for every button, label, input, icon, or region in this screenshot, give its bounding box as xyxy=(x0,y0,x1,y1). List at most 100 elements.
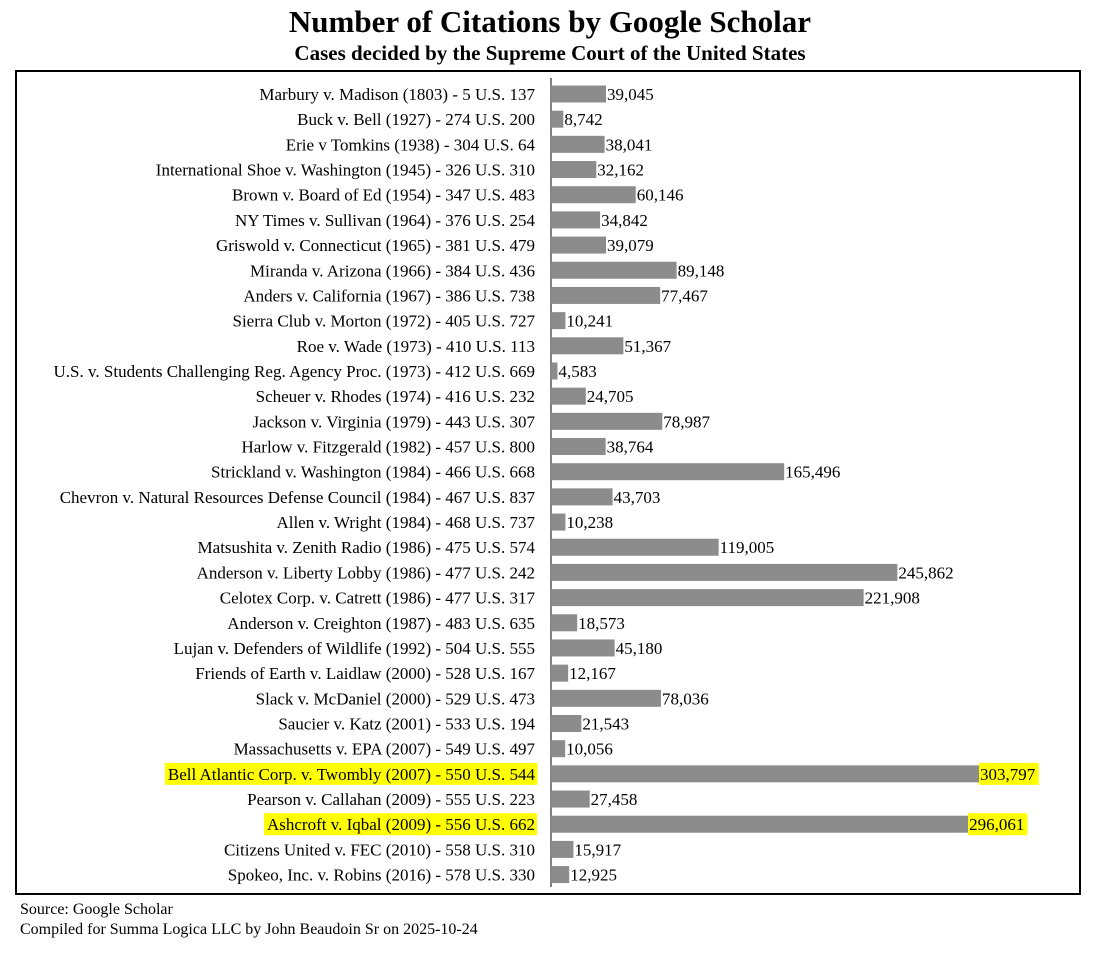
category-label: Celotex Corp. v. Catrett (1986) - 477 U.… xyxy=(220,589,536,608)
bar xyxy=(551,286,661,304)
value-label: 18,573 xyxy=(578,614,625,633)
value-label: 39,045 xyxy=(607,85,654,104)
category-highlight xyxy=(164,762,538,785)
category-label: Saucier v. Katz (2001) - 533 U.S. 194 xyxy=(278,715,535,734)
bar xyxy=(551,337,624,355)
bar xyxy=(551,463,785,481)
bar xyxy=(551,840,574,858)
source-note: Source: Google Scholar xyxy=(20,901,173,918)
bar xyxy=(551,513,566,531)
value-label: 10,238 xyxy=(566,513,613,532)
category-label: Scheuer v. Rhodes (1974) - 416 U.S. 232 xyxy=(256,387,535,406)
value-label: 12,167 xyxy=(569,664,616,683)
category-label: Jackson v. Virginia (1979) - 443 U.S. 30… xyxy=(253,412,536,431)
bar xyxy=(551,135,605,153)
bar xyxy=(551,563,898,581)
bar xyxy=(551,438,606,456)
value-label: 34,842 xyxy=(601,211,648,230)
bar xyxy=(551,765,979,783)
value-label: 51,367 xyxy=(624,337,671,356)
value-label: 38,764 xyxy=(607,438,654,457)
value-label: 4,583 xyxy=(558,362,596,381)
category-label: Griswold v. Connecticut (1965) - 381 U.S… xyxy=(216,236,535,255)
value-label: 15,917 xyxy=(574,840,621,859)
value-label: 245,862 xyxy=(898,563,953,582)
category-label: NY Times v. Sullivan (1964) - 376 U.S. 2… xyxy=(235,211,536,230)
bar xyxy=(551,488,613,506)
value-label: 78,036 xyxy=(662,689,709,708)
bar-chart: Marbury v. Madison (1803) - 5 U.S. 137 39… xyxy=(54,78,1039,887)
bar xyxy=(551,312,566,330)
bar xyxy=(551,412,663,430)
bar xyxy=(551,740,566,758)
value-highlight xyxy=(968,813,1028,836)
value-label: 43,703 xyxy=(614,488,661,507)
bar xyxy=(551,790,590,808)
category-label: Brown v. Board of Ed (1954) - 347 U.S. 4… xyxy=(232,186,535,205)
value-label: 45,180 xyxy=(616,639,663,658)
category-label: Anderson v. Liberty Lobby (1986) - 477 U… xyxy=(197,563,535,582)
category-label: Roe v. Wade (1973) - 410 U.S. 113 xyxy=(297,337,535,356)
value-label: 165,496 xyxy=(785,463,840,482)
category-label: Chevron v. Natural Resources Defense Cou… xyxy=(60,488,536,507)
value-label: 296,061 xyxy=(969,815,1024,834)
value-label: 119,005 xyxy=(720,538,775,557)
value-label: 10,056 xyxy=(566,740,613,759)
value-label: 38,041 xyxy=(606,135,653,154)
bar xyxy=(551,614,578,632)
bar xyxy=(551,85,607,103)
bar xyxy=(551,715,582,732)
value-label: 12,925 xyxy=(570,866,617,885)
value-label: 39,079 xyxy=(607,236,654,255)
category-label: Pearson v. Callahan (2009) - 555 U.S. 22… xyxy=(247,790,535,809)
value-label: 60,146 xyxy=(637,186,684,205)
value-label: 221,908 xyxy=(865,589,920,608)
bar xyxy=(551,664,569,682)
value-label: 21,543 xyxy=(582,715,629,734)
value-label: 77,467 xyxy=(661,286,708,305)
bar xyxy=(551,110,564,128)
value-label: 32,162 xyxy=(597,161,644,180)
chart-subtitle: Cases decided by the Supreme Court of th… xyxy=(294,41,806,65)
category-label: Miranda v. Arizona (1966) - 384 U.S. 436 xyxy=(250,261,535,280)
chart-title: Number of Citations by Google Scholar xyxy=(288,4,812,39)
category-highlight xyxy=(263,813,537,836)
bar xyxy=(551,639,615,657)
category-label: Ashcroft v. Iqbal (2009) - 556 U.S. 662 xyxy=(267,815,535,834)
bar xyxy=(551,261,677,279)
category-label: Marbury v. Madison (1803) - 5 U.S. 137 xyxy=(259,85,535,104)
category-label: Buck v. Bell (1927) - 274 U.S. 200 xyxy=(297,110,535,129)
chart-frame: Marbury v. Madison (1803) - 5 U.S. 137 39… xyxy=(15,70,1081,895)
category-label: Strickland v. Washington (1984) - 466 U.… xyxy=(211,463,535,482)
bar xyxy=(551,161,597,179)
category-label: Harlow v. Fitzgerald (1982) - 457 U.S. 8… xyxy=(241,438,535,457)
category-label: Friends of Earth v. Laidlaw (2000) - 528… xyxy=(195,664,535,683)
bar xyxy=(551,362,558,380)
category-label: Spokeo, Inc. v. Robins (2016) - 578 U.S.… xyxy=(228,866,535,885)
value-label: 27,458 xyxy=(591,790,638,809)
category-label: Massachusetts v. EPA (2007) - 549 U.S. 4… xyxy=(234,740,536,759)
bar xyxy=(551,236,607,254)
value-label: 303,797 xyxy=(980,765,1036,784)
bar xyxy=(551,589,864,607)
bar xyxy=(551,866,570,884)
category-label: Citizens United v. FEC (2010) - 558 U.S.… xyxy=(224,840,535,859)
category-label: Slack v. McDaniel (2000) - 529 U.S. 473 xyxy=(256,689,535,708)
bar xyxy=(551,815,969,833)
category-label: Anders v. California (1967) - 386 U.S. 7… xyxy=(243,286,535,305)
value-label: 24,705 xyxy=(587,387,634,406)
category-label: Allen v. Wright (1984) - 468 U.S. 737 xyxy=(276,513,535,532)
value-highlight xyxy=(979,762,1039,785)
category-label: Bell Atlantic Corp. v. Twombly (2007) - … xyxy=(168,765,536,784)
category-label: Anderson v. Creighton (1987) - 483 U.S. … xyxy=(227,614,535,633)
category-label: Erie v Tomkins (1938) - 304 U.S. 64 xyxy=(286,135,536,154)
category-label: U.S. v. Students Challenging Reg. Agency… xyxy=(54,362,535,381)
category-label: Sierra Club v. Morton (1972) - 405 U.S. … xyxy=(232,312,535,331)
category-label: Lujan v. Defenders of Wildlife (1992) - … xyxy=(174,639,535,658)
bar xyxy=(551,211,601,229)
category-label: Matsushita v. Zenith Radio (1986) - 475 … xyxy=(198,538,536,557)
credit-note: Compiled for Summa Logica LLC by John Be… xyxy=(20,921,478,938)
value-label: 78,987 xyxy=(663,412,710,431)
bar xyxy=(551,387,586,405)
value-label: 89,148 xyxy=(678,261,725,280)
